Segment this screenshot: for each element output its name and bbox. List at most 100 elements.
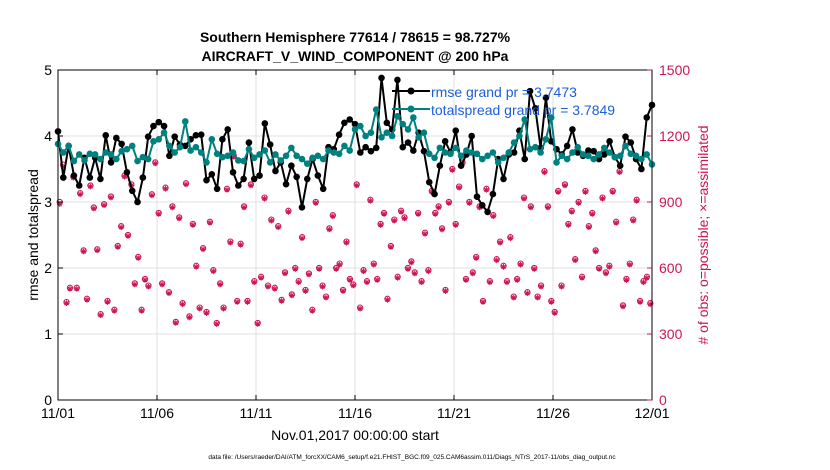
asterisk-stroke bbox=[200, 246, 206, 252]
asterisk-stroke bbox=[88, 184, 93, 189]
rmse-point bbox=[627, 139, 635, 146]
rmse-point bbox=[118, 140, 125, 148]
obs-assimilated-point bbox=[323, 294, 329, 301]
asterisk-stroke bbox=[279, 298, 284, 304]
totalspread-point bbox=[505, 149, 513, 156]
totalspread-point bbox=[436, 144, 444, 152]
asterisk-stroke bbox=[272, 286, 278, 292]
x-tick-label: 11/21 bbox=[437, 405, 471, 421]
rmse-point bbox=[335, 131, 343, 138]
y-axis-left: 0 1 2 3 4 5 bbox=[44, 62, 63, 408]
asterisk-stroke bbox=[402, 216, 407, 221]
asterisk-stroke bbox=[269, 218, 274, 224]
asterisk-stroke bbox=[135, 255, 141, 261]
asterisk-stroke bbox=[340, 288, 346, 294]
asterisk-stroke bbox=[470, 271, 476, 276]
totalspread-point bbox=[547, 114, 555, 121]
obs-assimilated-point bbox=[507, 235, 514, 242]
obs-assimilated-point bbox=[203, 310, 210, 316]
obs-assimilated-point bbox=[575, 200, 582, 206]
obs-assimilated-point bbox=[261, 195, 268, 202]
asterisk-stroke bbox=[292, 266, 298, 272]
obs-assimilated-point bbox=[145, 283, 152, 290]
obs-assimilated-point bbox=[108, 194, 114, 201]
totalspread-point bbox=[266, 159, 274, 166]
obs-assimilated-point bbox=[172, 320, 179, 326]
y-tick-label: 1 bbox=[44, 326, 52, 342]
rmse-point bbox=[272, 167, 279, 175]
totalspread-point bbox=[229, 149, 237, 156]
obs-assimilated-point bbox=[142, 277, 148, 283]
obs-assimilated-point bbox=[213, 321, 220, 327]
obs-assimilated-point bbox=[398, 209, 404, 215]
obs-assimilated-point bbox=[77, 191, 83, 198]
totalspread-point bbox=[155, 136, 163, 143]
asterisk-stroke bbox=[426, 268, 431, 274]
rmse-point bbox=[192, 132, 200, 139]
totalspread-point bbox=[394, 112, 401, 120]
legend-rmse-marker bbox=[407, 87, 415, 95]
obs-assimilated-point bbox=[295, 279, 302, 286]
totalspread-point bbox=[362, 132, 369, 140]
rmse-point bbox=[378, 74, 385, 82]
asterisk-stroke bbox=[327, 227, 332, 232]
obs-assimilated-point bbox=[200, 246, 206, 253]
obs-assimilated-point bbox=[473, 255, 479, 261]
obs-assimilated-point bbox=[425, 268, 432, 275]
rmse-point bbox=[404, 139, 412, 146]
rmse-point bbox=[452, 127, 460, 135]
obs-assimilated-point bbox=[609, 189, 616, 195]
totalspread-point bbox=[521, 116, 529, 123]
asterisk-stroke bbox=[330, 213, 336, 219]
obs-assimilated-point bbox=[487, 279, 493, 286]
totalspread-point bbox=[378, 134, 385, 141]
totalspread-point bbox=[97, 155, 104, 163]
totalspread-point bbox=[457, 152, 465, 160]
asterisk-stroke bbox=[316, 266, 322, 272]
obs-assimilated-point bbox=[271, 286, 278, 292]
asterisk-stroke bbox=[617, 169, 622, 175]
rmse-point bbox=[166, 152, 173, 160]
obs-assimilated-point bbox=[500, 264, 507, 270]
obs-assimilated-point bbox=[401, 215, 408, 222]
totalspread-point bbox=[600, 144, 608, 152]
rmse-point bbox=[542, 94, 550, 102]
rmse-point bbox=[97, 175, 104, 183]
totalspread-point bbox=[494, 159, 502, 166]
obs-assimilated-point bbox=[319, 283, 326, 290]
obs-assimilated-point bbox=[613, 220, 619, 226]
obs-assimilated-point bbox=[579, 275, 585, 281]
obs-assimilated-point bbox=[534, 294, 541, 301]
obs-assimilated-point bbox=[254, 321, 261, 327]
obs-assimilated-point bbox=[367, 198, 374, 204]
obs-assimilated-point bbox=[640, 279, 647, 286]
totalspread-point bbox=[65, 142, 72, 150]
asterisk-stroke bbox=[497, 240, 503, 246]
obs-assimilated-point bbox=[316, 266, 322, 272]
legend: rmse grand pr = 3.7473 totalspread grand… bbox=[392, 84, 615, 118]
totalspread-point bbox=[415, 134, 422, 141]
totalspread-point bbox=[616, 152, 624, 160]
totalspread-point bbox=[537, 149, 544, 156]
asterisk-stroke bbox=[139, 308, 144, 314]
asterisk-stroke bbox=[473, 255, 479, 261]
asterisk-stroke bbox=[74, 286, 80, 292]
asterisk-stroke bbox=[627, 262, 633, 268]
asterisk-stroke bbox=[521, 196, 527, 202]
asterisk-stroke bbox=[409, 260, 414, 265]
totalspread-point bbox=[118, 147, 125, 155]
obs-assimilated-point bbox=[637, 299, 643, 305]
asterisk-stroke bbox=[381, 211, 387, 217]
totalspread-point bbox=[357, 122, 364, 130]
asterisk-stroke bbox=[504, 279, 510, 285]
obs-assimilated-point bbox=[278, 298, 285, 304]
totalspread-point bbox=[553, 159, 560, 166]
totalspread-point bbox=[500, 154, 507, 162]
rmse-point bbox=[245, 139, 253, 146]
totalspread-point bbox=[638, 155, 645, 163]
rmse-point bbox=[441, 137, 449, 145]
asterisk-stroke bbox=[361, 268, 366, 274]
obs-assimilated-point bbox=[524, 290, 531, 297]
y-tick-label: 0 bbox=[44, 392, 52, 408]
asterisk-stroke bbox=[405, 266, 411, 272]
